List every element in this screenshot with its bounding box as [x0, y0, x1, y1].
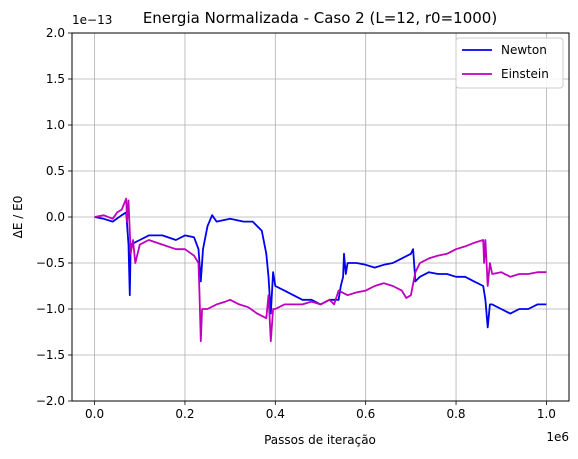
y-tick-label: −2.0 — [36, 394, 65, 408]
x-tick-label: 0.6 — [356, 407, 375, 421]
x-tick-label: 0.2 — [175, 407, 194, 421]
y-tick-label: 1.0 — [46, 118, 65, 132]
y-tick-label: −0.5 — [36, 256, 65, 270]
x-tick-label: 0.8 — [446, 407, 465, 421]
y-tick-label: −1.0 — [36, 302, 65, 316]
y-tick-label: 0.0 — [46, 210, 65, 224]
x-tick-label: 1.0 — [537, 407, 556, 421]
x-tick-label: 0.0 — [85, 407, 104, 421]
y-tick-label: 1.5 — [46, 72, 65, 86]
x-axis-offset-label: 1e6 — [546, 430, 569, 444]
legend-label-einstein: Einstein — [501, 67, 549, 81]
y-axis-label: ΔE / E0 — [11, 196, 25, 239]
y-tick-label: −1.5 — [36, 348, 65, 362]
y-tick-label: 2.0 — [46, 26, 65, 40]
legend: Newton Einstein — [456, 38, 563, 88]
x-tick-label: 0.4 — [266, 407, 285, 421]
y-tick-label: 0.5 — [46, 164, 65, 178]
chart-title: Energia Normalizada - Caso 2 (L=12, r0=1… — [143, 9, 497, 27]
x-axis-label: Passos de iteração — [264, 433, 376, 447]
y-axis-offset-label: 1e−13 — [72, 13, 112, 27]
legend-label-newton: Newton — [501, 43, 547, 57]
